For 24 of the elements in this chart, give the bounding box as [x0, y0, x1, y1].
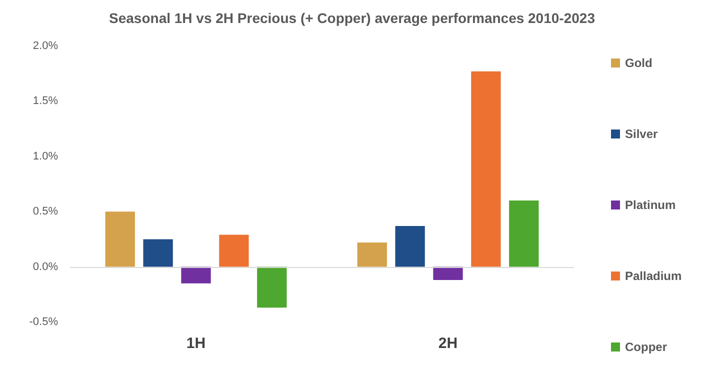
y-tick-label: 1.0% — [32, 150, 58, 162]
legend-label: Silver — [625, 127, 658, 141]
legend-label: Gold — [625, 56, 652, 70]
legend-label: Copper — [625, 340, 668, 354]
x-tick-label: 2H — [438, 335, 458, 352]
bar — [433, 266, 463, 280]
y-tick-label: 0.0% — [32, 260, 58, 273]
chart-title: Seasonal 1H vs 2H Precious (+ Copper) average performances 2010-2023 — [109, 10, 596, 26]
y-tick-label: 0.5% — [32, 206, 58, 218]
bar — [471, 71, 501, 267]
bar — [181, 266, 211, 284]
bar — [509, 200, 539, 267]
bar — [105, 212, 135, 267]
bar — [143, 239, 173, 267]
bar — [257, 266, 287, 308]
bar — [219, 234, 249, 267]
y-tick-label: -0.5% — [29, 316, 58, 328]
bar — [395, 226, 425, 267]
bar — [357, 242, 387, 267]
legend-label: Palladium — [625, 269, 682, 283]
legend-label: Platinum — [625, 198, 676, 212]
y-tick-label: 2.0% — [32, 40, 58, 52]
x-tick-label: 1H — [186, 335, 206, 352]
y-tick-label: 1.5% — [32, 95, 58, 108]
